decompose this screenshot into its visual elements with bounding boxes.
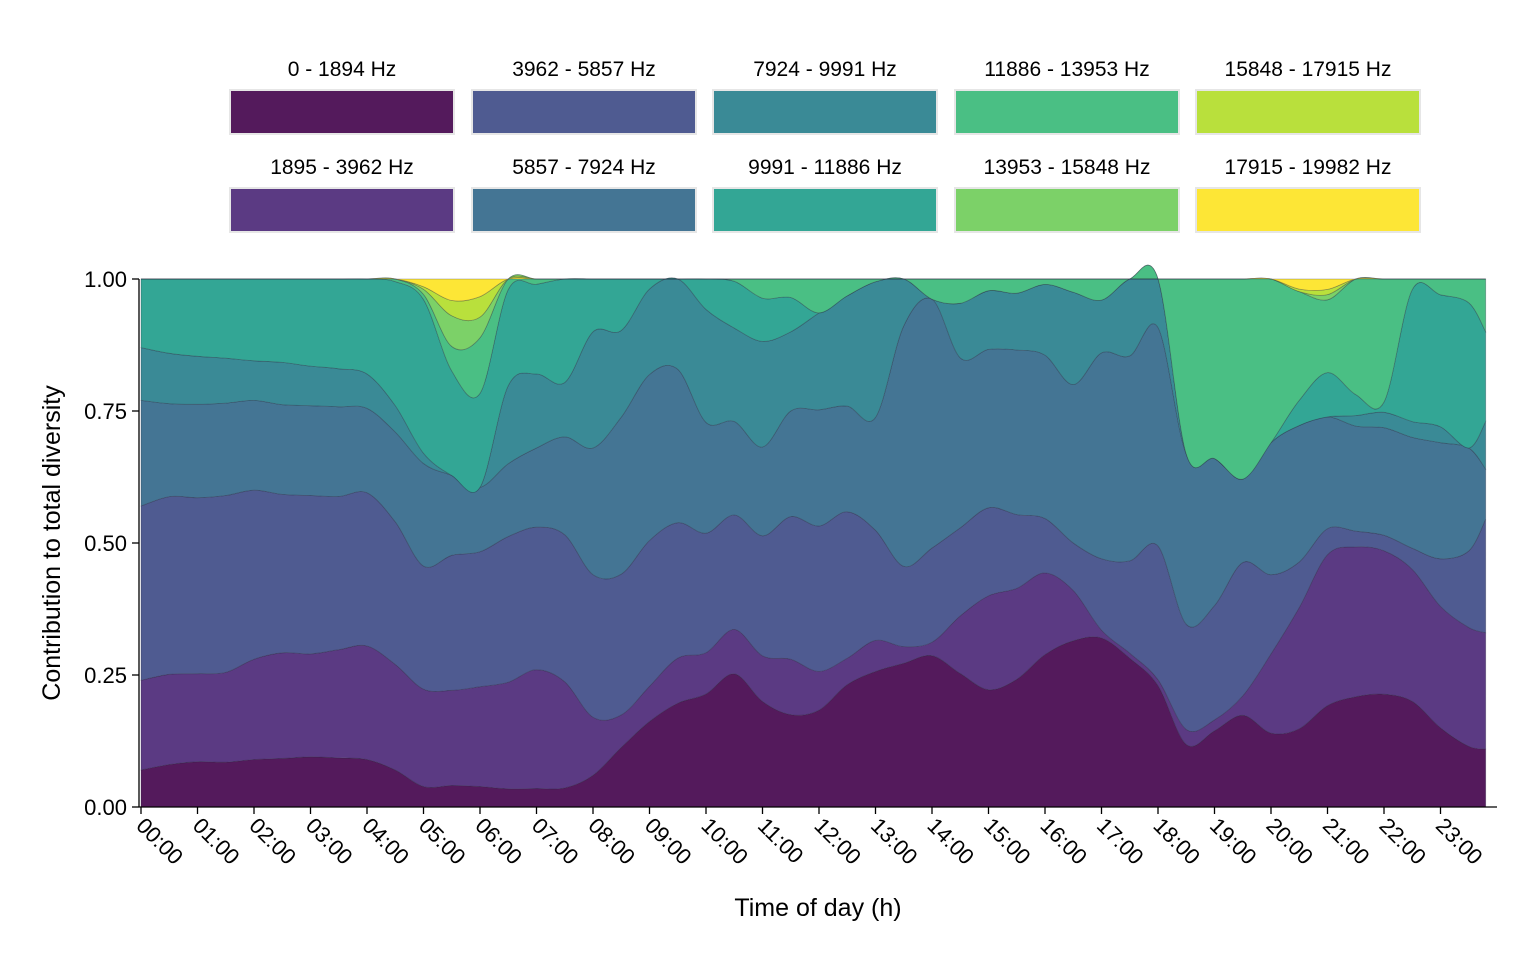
legend-swatch bbox=[471, 187, 697, 233]
legend-label: 9991 - 11886 Hz bbox=[748, 156, 902, 179]
legend-swatch bbox=[954, 89, 1180, 135]
legend-label: 7924 - 9991 Hz bbox=[753, 58, 897, 81]
x-tick-label: 19:00 bbox=[1205, 813, 1262, 870]
area-series-10 bbox=[141, 277, 1486, 302]
legend-entry-4: 5857 - 7924 Hz bbox=[471, 156, 697, 233]
plot-area bbox=[140, 264, 1487, 808]
legend-label: 15848 - 17915 Hz bbox=[1225, 58, 1392, 81]
x-tick-label: 11:00 bbox=[753, 813, 808, 868]
x-tick-label: 15:00 bbox=[979, 813, 1036, 870]
legend-entry-2: 1895 - 3962 Hz bbox=[229, 156, 455, 233]
legend-label: 17915 - 19982 Hz bbox=[1225, 156, 1392, 179]
x-tick-label: 00:00 bbox=[131, 813, 188, 870]
legend-swatch bbox=[229, 187, 455, 233]
x-tick-label: 20:00 bbox=[1261, 813, 1318, 870]
x-tick-label: 09:00 bbox=[640, 813, 697, 870]
legend: 0 - 1894 Hz 1895 - 3962 Hz 3962 - 5857 Hz 5… bbox=[229, 58, 1421, 233]
y-tick-label: 0.75 bbox=[84, 399, 127, 424]
x-tick-label: 07:00 bbox=[527, 813, 584, 870]
x-tick-label: 21:00 bbox=[1318, 813, 1375, 870]
x-tick-label: 13:00 bbox=[866, 813, 923, 870]
x-tick-label: 18:00 bbox=[1148, 813, 1205, 870]
legend-label: 1895 - 3962 Hz bbox=[270, 156, 414, 179]
legend-entry-6: 9991 - 11886 Hz bbox=[712, 156, 938, 233]
legend-label: 5857 - 7924 Hz bbox=[512, 156, 656, 179]
x-tick-label: 17:00 bbox=[1092, 813, 1149, 870]
legend-label: 13953 - 15848 Hz bbox=[984, 156, 1151, 179]
x-tick-label: 16:00 bbox=[1035, 813, 1092, 870]
y-tick-label: 0.25 bbox=[84, 663, 127, 688]
x-tick-label: 10:00 bbox=[696, 813, 753, 870]
x-tick-label: 03:00 bbox=[301, 813, 358, 870]
x-tick-label: 14:00 bbox=[922, 813, 979, 870]
legend-entry-1: 0 - 1894 Hz bbox=[229, 58, 455, 135]
x-tick-label: 01:00 bbox=[188, 813, 245, 870]
y-tick-label: 1.00 bbox=[84, 267, 127, 292]
legend-entry-8: 13953 - 15848 Hz bbox=[954, 156, 1180, 233]
y-axis: 0.00 0.25 0.50 0.75 1.00 bbox=[84, 267, 140, 820]
legend-label: 3962 - 5857 Hz bbox=[512, 58, 656, 81]
area-series-7 bbox=[141, 264, 1487, 480]
x-tick-label: 23:00 bbox=[1431, 813, 1488, 870]
legend-swatch bbox=[229, 89, 455, 135]
y-axis-title: Contribution to total diversity bbox=[38, 385, 66, 701]
legend-entry-7: 11886 - 13953 Hz bbox=[954, 58, 1180, 135]
x-axis-title: Time of day (h) bbox=[734, 894, 901, 922]
legend-entry-9: 15848 - 17915 Hz bbox=[1195, 58, 1421, 135]
x-tick-label: 12:00 bbox=[809, 813, 866, 870]
x-tick-label: 04:00 bbox=[357, 813, 414, 870]
legend-entry-10: 17915 - 19982 Hz bbox=[1195, 156, 1421, 233]
y-tick-label: 0.50 bbox=[84, 531, 127, 556]
legend-entry-5: 7924 - 9991 Hz bbox=[712, 58, 938, 135]
legend-label: 0 - 1894 Hz bbox=[288, 58, 397, 81]
legend-swatch bbox=[471, 89, 697, 135]
legend-swatch bbox=[712, 89, 938, 135]
legend-swatch bbox=[1195, 89, 1421, 135]
legend-swatch bbox=[712, 187, 938, 233]
x-tick-label: 06:00 bbox=[470, 813, 527, 870]
x-tick-label: 05:00 bbox=[414, 813, 471, 870]
x-axis: 00:00 01:00 02:00 03:00 04:00 05:00 06:00 07:00… bbox=[131, 806, 1497, 870]
area-series-8 bbox=[141, 274, 1486, 351]
x-tick-label: 02:00 bbox=[244, 813, 301, 870]
x-tick-label: 08:00 bbox=[583, 813, 640, 870]
legend-swatch bbox=[1195, 187, 1421, 233]
x-tick-label: 22:00 bbox=[1374, 813, 1431, 870]
legend-swatch bbox=[954, 187, 1180, 233]
area-series-9 bbox=[141, 275, 1486, 322]
legend-label: 11886 - 13953 Hz bbox=[984, 58, 1149, 81]
y-tick-label: 0.00 bbox=[84, 795, 127, 820]
legend-entry-3: 3962 - 5857 Hz bbox=[471, 58, 697, 135]
